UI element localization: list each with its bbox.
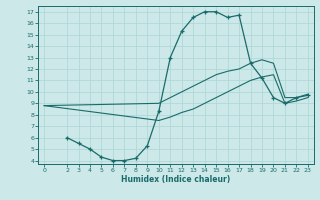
X-axis label: Humidex (Indice chaleur): Humidex (Indice chaleur): [121, 175, 231, 184]
